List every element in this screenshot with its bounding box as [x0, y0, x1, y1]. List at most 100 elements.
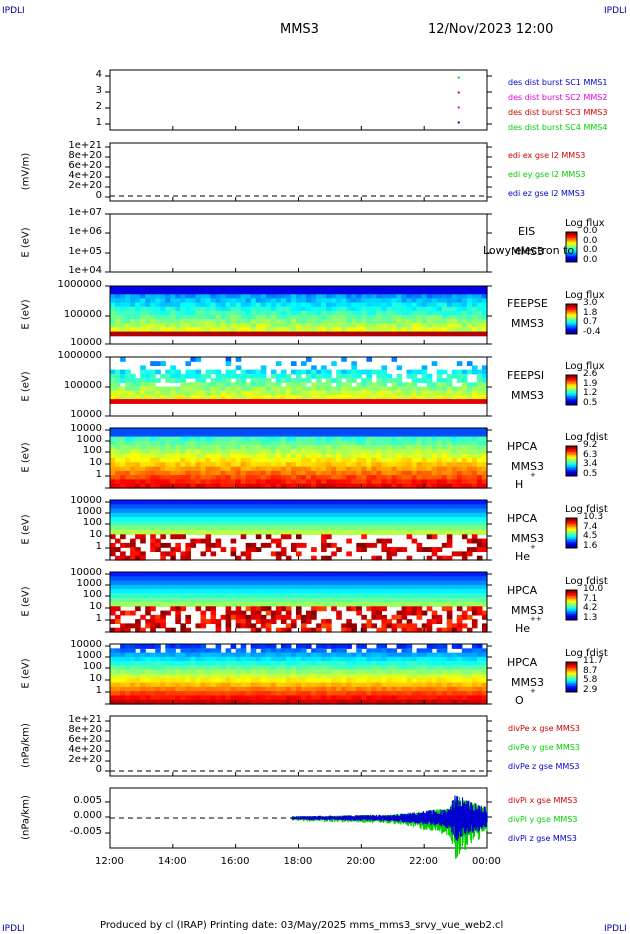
spectrogram-cell — [285, 652, 292, 658]
spectrogram-cell — [140, 399, 146, 404]
spectrogram-cell — [180, 572, 186, 577]
spectrogram-cell — [230, 661, 237, 666]
spectrogram-cell — [351, 294, 357, 299]
spectrogram-cell — [160, 323, 166, 328]
spectrogram-cell — [366, 470, 372, 476]
spectrogram-cell — [371, 399, 377, 404]
spectrogram-cell — [391, 458, 398, 463]
spectrogram-cell — [260, 500, 267, 505]
spectrogram-cell — [336, 580, 342, 586]
spectrogram-cell — [130, 319, 136, 324]
spectrogram-cell — [381, 619, 387, 624]
spectrogram-cell — [150, 504, 156, 510]
spectrogram-cell — [170, 656, 176, 662]
spectrogram-cell — [270, 661, 277, 666]
spectrogram-cell — [341, 589, 347, 594]
spectrogram-cell — [285, 290, 292, 295]
spectrogram-cell — [341, 665, 347, 671]
spectrogram-cell — [482, 470, 488, 476]
spectrogram-cell — [356, 504, 362, 510]
spectrogram-cell — [125, 315, 131, 320]
spectrogram-cell — [215, 394, 222, 400]
spectrogram-cell — [296, 290, 302, 295]
spectrogram-cell — [275, 453, 282, 459]
spectrogram-cell — [391, 294, 398, 299]
spectrogram-cell — [240, 306, 247, 312]
spectrogram-cell — [431, 534, 438, 540]
spectrogram-cell — [280, 323, 287, 328]
spectrogram-cell — [235, 310, 242, 316]
spectrogram-cell — [110, 521, 116, 527]
spectrogram-cell — [431, 602, 438, 607]
spectrogram-cell — [250, 440, 257, 446]
spectrogram-cell — [456, 315, 463, 320]
spectrogram-cell — [426, 306, 433, 312]
spectrogram-cell — [245, 656, 252, 662]
spectrogram-cell — [396, 572, 403, 577]
spectrogram-cell — [240, 445, 247, 450]
spectrogram-cell — [336, 378, 342, 383]
spectrogram-cell — [225, 576, 232, 582]
spectrogram-cell — [275, 394, 282, 400]
spectrogram-cell — [225, 508, 232, 514]
spectrogram-cell — [461, 576, 468, 582]
spectrogram-cell — [110, 399, 116, 404]
spectrogram-cell — [291, 589, 297, 594]
spectrogram-cell — [416, 542, 423, 548]
spectrogram-cell — [270, 479, 277, 485]
spectrogram-cell — [476, 504, 483, 510]
spectrogram-cell — [326, 525, 332, 531]
spectrogram-cell — [296, 669, 302, 675]
spectrogram-cell — [260, 648, 267, 654]
spectrogram-cell — [356, 286, 362, 291]
colorbar-segment — [566, 393, 577, 395]
spectrogram-cell — [110, 382, 116, 388]
spectrogram-cell — [316, 584, 322, 590]
spectrogram-cell — [361, 534, 367, 540]
spectrogram-cell — [285, 669, 292, 675]
spectrogram-cell — [170, 462, 176, 468]
colorbar-segment — [566, 376, 577, 379]
spectrogram-cell — [326, 458, 332, 463]
spectrogram-cell — [180, 648, 186, 654]
spectrogram-cell — [260, 369, 267, 375]
spectrogram-cell — [190, 479, 196, 485]
spectrogram-cell — [456, 627, 463, 633]
spectrogram-cell — [421, 432, 428, 438]
spectrogram-cell — [135, 547, 141, 552]
spectrogram-cell — [230, 610, 237, 616]
spectrogram-cell — [446, 331, 453, 337]
spectrogram-cell — [155, 390, 161, 396]
spectrogram-cell — [296, 428, 302, 433]
spectrogram-cell — [386, 576, 393, 582]
spectrogram-cell — [135, 315, 141, 320]
spectrogram-cell — [426, 656, 433, 662]
spectrogram-cell — [240, 517, 247, 522]
spectrogram-cell — [140, 458, 146, 463]
spectrogram-cell — [416, 656, 423, 662]
spectrogram-cell — [150, 315, 156, 320]
spectrogram-cell — [235, 576, 242, 582]
spectrogram-cell — [416, 572, 423, 577]
spectrogram-cell — [396, 521, 403, 527]
spectrogram-cell — [150, 445, 156, 450]
spectrogram-cell — [285, 584, 292, 590]
spectrogram-cell — [170, 449, 176, 455]
spectrogram-cell — [175, 462, 181, 468]
spectrogram-cell — [291, 508, 297, 514]
spectrogram-cell — [341, 669, 347, 675]
spectrogram-cell — [321, 432, 327, 438]
spectrogram-cell — [446, 665, 453, 671]
spectrogram-cell — [145, 453, 151, 459]
spectrogram-cell — [265, 644, 272, 649]
spectrogram-cell — [210, 500, 217, 505]
spectrogram-cell — [371, 290, 377, 295]
spectrogram-cell — [456, 589, 463, 594]
spectrogram-cell — [331, 525, 337, 531]
spectrogram-cell — [366, 589, 372, 594]
spectrogram-cell — [110, 665, 116, 671]
spectrogram-cell — [150, 508, 156, 514]
spectrogram-cell — [260, 530, 267, 535]
spectrogram-cell — [250, 445, 257, 450]
spectrogram-cell — [371, 597, 377, 603]
